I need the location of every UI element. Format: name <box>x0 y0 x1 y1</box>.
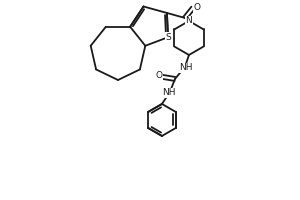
Text: S: S <box>165 33 171 42</box>
Text: N: N <box>186 16 192 25</box>
Text: O: O <box>155 71 163 80</box>
Text: O: O <box>194 3 200 12</box>
Text: NH: NH <box>179 63 193 72</box>
Text: NH: NH <box>162 88 176 97</box>
